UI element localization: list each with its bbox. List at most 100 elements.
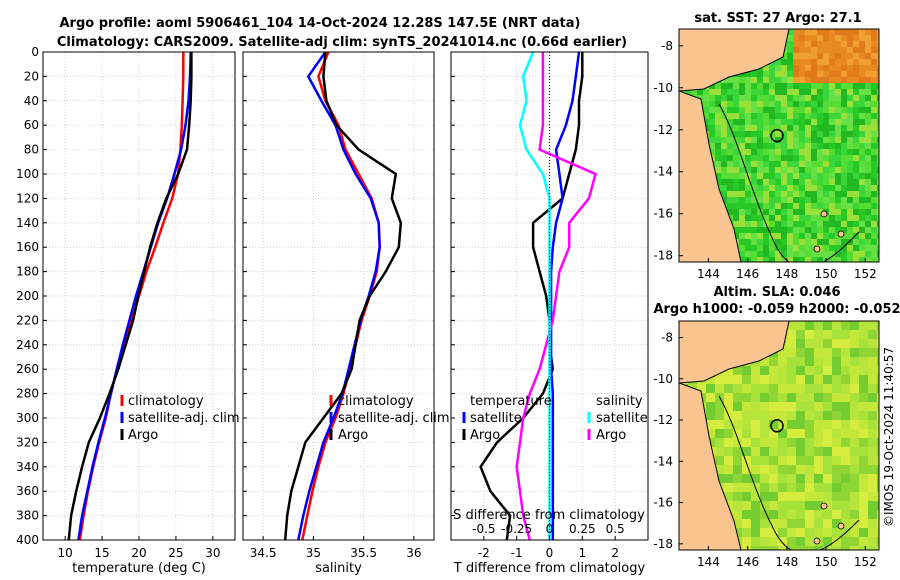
map-cell <box>841 161 847 167</box>
map-cell <box>733 510 742 519</box>
map-cell <box>805 528 814 537</box>
map-cell <box>727 167 733 173</box>
map-cell <box>751 375 760 384</box>
map-cell <box>865 173 871 179</box>
map-cell <box>760 366 769 375</box>
map-cell <box>787 519 796 528</box>
map-cell <box>751 402 760 411</box>
map-cell <box>781 197 787 203</box>
map-cell <box>877 161 879 167</box>
map-cell <box>823 149 829 155</box>
map-cell <box>805 101 811 107</box>
map-cell <box>781 113 787 119</box>
map-cell <box>853 203 859 209</box>
map-cell <box>811 89 817 95</box>
island <box>837 230 845 238</box>
map-cell <box>877 357 879 366</box>
map-cell <box>817 227 823 233</box>
map-cell <box>811 251 817 257</box>
map-cell <box>715 143 721 149</box>
map-cell <box>769 447 778 456</box>
map-cell <box>805 113 811 119</box>
map-cell <box>805 321 814 330</box>
map-cell <box>757 83 763 89</box>
map-cell <box>745 185 751 191</box>
map-cell <box>877 191 879 197</box>
map-cell <box>835 89 841 95</box>
map-cell <box>751 203 757 209</box>
map-cell <box>715 447 724 456</box>
map-cell <box>715 113 721 119</box>
series-line-argo <box>283 51 403 541</box>
map-cell <box>868 483 877 492</box>
map-cell <box>805 203 811 209</box>
series-line-satellite-adj-clim <box>77 51 192 541</box>
map-cell <box>757 185 763 191</box>
map-cell <box>841 119 847 125</box>
y-tick-label: 380 <box>16 509 39 523</box>
map-cell <box>787 233 793 239</box>
map-cell <box>757 245 763 251</box>
map-cell <box>823 393 832 402</box>
map-cell <box>835 125 841 131</box>
map-cell <box>733 375 742 384</box>
map-cell <box>769 95 775 101</box>
map-cell <box>724 420 733 429</box>
map-cell <box>796 330 805 339</box>
map-cell <box>763 113 769 119</box>
map-cell <box>742 492 751 501</box>
map-cell <box>742 438 751 447</box>
map-cell <box>733 119 739 125</box>
map-cell <box>769 239 775 245</box>
map-cell <box>832 339 841 348</box>
map-cell <box>733 107 739 113</box>
map-cell <box>814 447 823 456</box>
map-cell <box>757 131 763 137</box>
map-cell <box>871 65 877 71</box>
map-cell <box>847 77 853 83</box>
map-cell <box>733 420 742 429</box>
map-cell <box>853 47 859 53</box>
map-x-tick-label: 144 <box>697 267 720 281</box>
map-cell <box>841 95 847 101</box>
map-cell <box>811 227 817 233</box>
map-cell <box>805 167 811 173</box>
map-cell <box>745 155 751 161</box>
map-cell <box>709 149 715 155</box>
map-cell <box>865 125 871 131</box>
map-cell <box>739 209 745 215</box>
map-cell <box>859 47 865 53</box>
map-cell <box>868 339 877 348</box>
map-cell <box>871 137 877 143</box>
map-cell <box>793 77 799 83</box>
map-cell <box>871 125 877 131</box>
map-cell <box>787 239 793 245</box>
map-cell <box>877 501 879 510</box>
map-cell <box>781 101 787 107</box>
map-cell <box>799 209 805 215</box>
map-cell <box>841 519 850 528</box>
map-cell <box>823 119 829 125</box>
map-cell <box>787 501 796 510</box>
map-cell <box>769 492 778 501</box>
map-cell <box>823 501 832 510</box>
y-tick-label: 0 <box>31 45 39 59</box>
map-cell <box>868 447 877 456</box>
map-cell <box>775 251 781 257</box>
map-cell <box>868 474 877 483</box>
map-cell <box>871 185 877 191</box>
x-tick-label: 20 <box>131 546 146 560</box>
map-cell <box>811 83 817 89</box>
map-cell <box>841 215 847 221</box>
map-cell <box>763 185 769 191</box>
map-cell <box>769 191 775 197</box>
map-cell <box>841 41 847 47</box>
map-cell <box>868 537 877 546</box>
map-cell <box>733 83 739 89</box>
map-cell <box>823 77 829 83</box>
map-cell <box>829 71 835 77</box>
map-cell <box>847 209 853 215</box>
map-cell <box>871 149 877 155</box>
map-cell <box>811 119 817 125</box>
y-tick-label: 260 <box>16 362 39 376</box>
